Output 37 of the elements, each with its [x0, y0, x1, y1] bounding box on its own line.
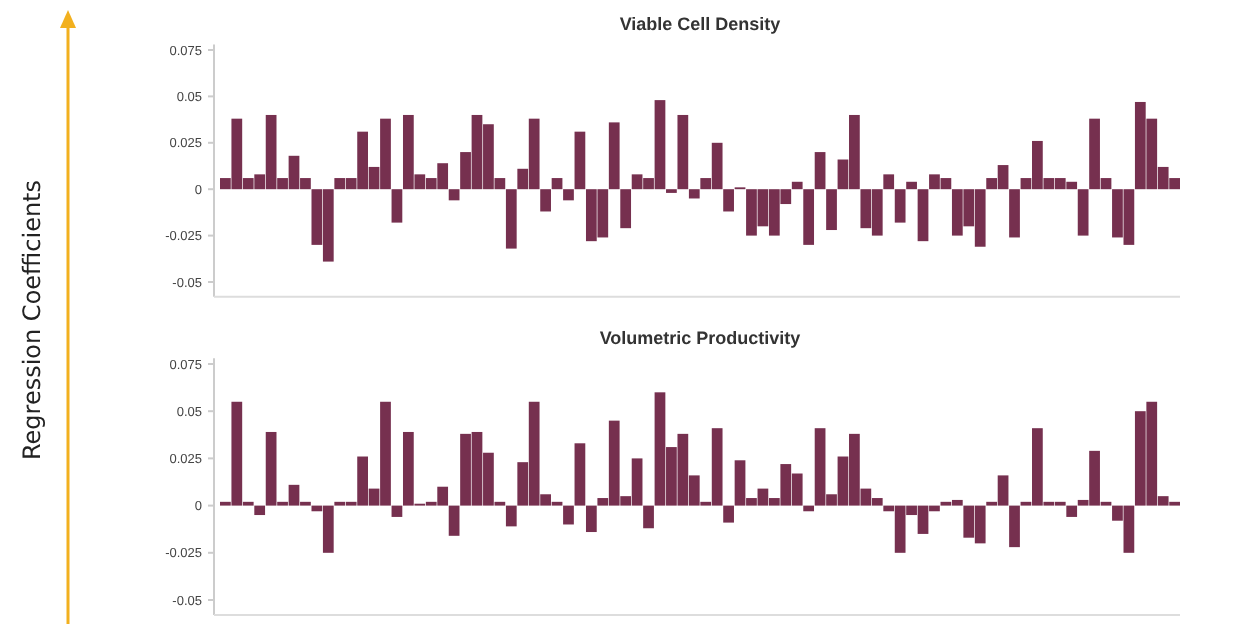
bar: [563, 505, 574, 525]
bar: [803, 189, 815, 245]
bar: [803, 505, 815, 512]
bar: [563, 189, 574, 201]
bar: [883, 174, 895, 190]
chart-title: Volumetric Productivity: [599, 328, 801, 349]
bar: [814, 152, 826, 190]
bar: [505, 505, 517, 527]
chart-title: Viable Cell Density: [619, 14, 781, 35]
bar: [551, 178, 563, 190]
bar: [1009, 189, 1020, 238]
bar: [254, 505, 266, 516]
bar: [574, 131, 586, 190]
y-axis-title: Regression Coefficients: [18, 179, 46, 461]
bar: [448, 189, 460, 201]
bar: [448, 505, 460, 536]
bar: [574, 443, 586, 506]
bar: [1009, 505, 1020, 548]
bar: [505, 189, 517, 249]
bar: [723, 189, 734, 212]
bar: [791, 181, 803, 190]
bar: [391, 505, 403, 517]
bar: [826, 189, 837, 231]
bar: [391, 189, 403, 223]
bar: [620, 189, 632, 229]
bar: [1077, 189, 1089, 236]
bar: [643, 505, 654, 529]
bar: [585, 505, 597, 533]
bar: [1066, 505, 1078, 517]
bar: [540, 189, 551, 212]
bar: [894, 189, 906, 223]
bar: [906, 181, 917, 190]
bar: [723, 505, 734, 523]
bar: [608, 122, 620, 190]
bar: [688, 189, 700, 199]
bar: [677, 114, 689, 190]
bar: [917, 189, 929, 242]
